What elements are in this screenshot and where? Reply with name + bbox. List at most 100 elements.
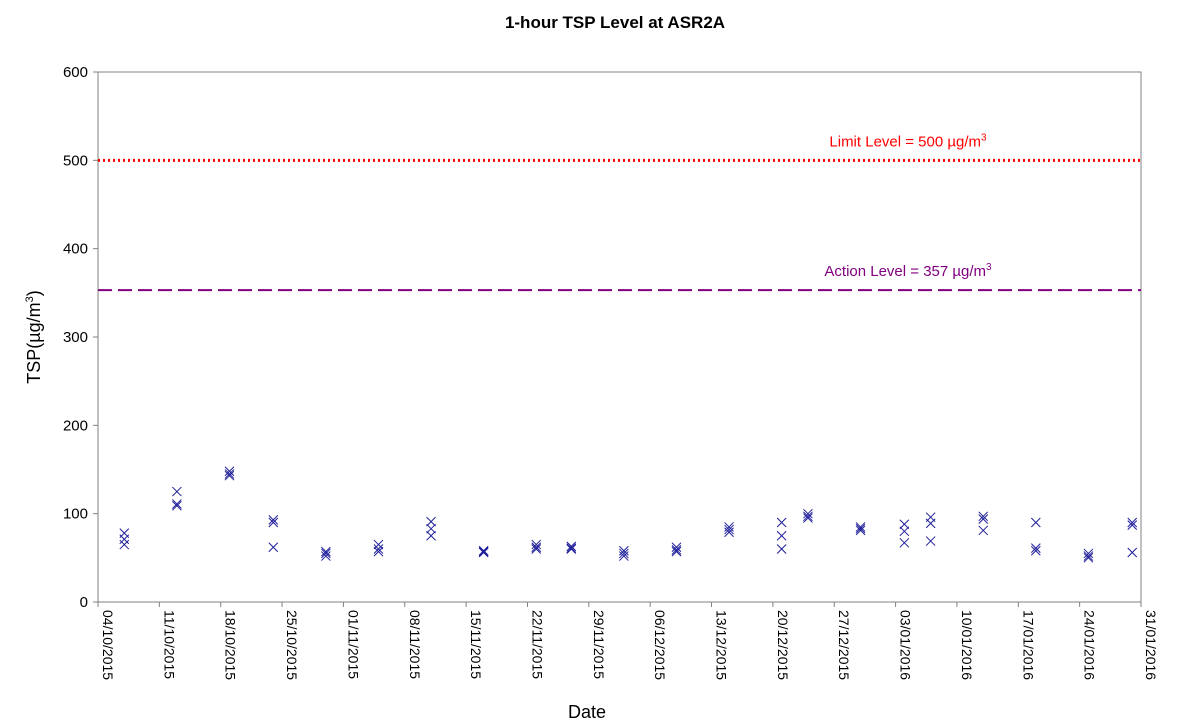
data-point	[119, 534, 130, 545]
data-point	[978, 525, 989, 536]
y-tick-label: 400	[63, 241, 88, 258]
data-point	[478, 546, 489, 557]
x-tick-label: 06/12/2015	[652, 610, 668, 680]
data-point	[172, 486, 182, 497]
data-point	[1030, 517, 1041, 528]
data-point	[268, 514, 279, 525]
data-point	[776, 530, 787, 541]
data-point	[724, 524, 734, 535]
data-point	[803, 508, 813, 519]
ref-label-superscript: 3	[986, 262, 992, 273]
x-tick-label: 13/12/2015	[714, 610, 730, 680]
data-point	[776, 544, 787, 554]
y-axis: 0 100 200 300 400 500 600	[63, 64, 98, 611]
data-point	[671, 546, 682, 557]
data-point	[531, 542, 542, 553]
data-point	[321, 546, 331, 557]
data-point	[1127, 517, 1138, 528]
y-axis-label-close: )	[24, 290, 44, 296]
data-point	[899, 526, 910, 537]
x-tick-label: 08/11/2015	[407, 610, 423, 679]
data-point	[566, 543, 577, 553]
data-point	[172, 499, 182, 509]
x-tick-label: 03/01/2016	[898, 610, 914, 680]
data-point	[478, 547, 489, 558]
data-point	[803, 513, 813, 523]
limit-level-label: Limit Level = 500 µg/m3	[829, 132, 987, 150]
data-point	[426, 523, 436, 534]
plot-area	[97, 71, 1142, 603]
data-point	[671, 545, 682, 555]
data-point	[978, 511, 989, 522]
x-tick-label: 24/01/2016	[1082, 610, 1098, 680]
data-point	[855, 525, 866, 536]
data-point	[619, 551, 629, 561]
ref-label-superscript: 3	[981, 132, 987, 143]
x-tick-label: 27/12/2015	[836, 610, 852, 680]
data-point	[855, 522, 866, 532]
data-point	[899, 519, 910, 530]
data-point	[531, 539, 542, 550]
chart-title: 1-hour TSP Level at ASR2A	[505, 13, 725, 32]
y-tick-label: 200	[63, 417, 88, 434]
y-axis-label-main: TSP(µg/m	[24, 302, 44, 383]
y-axis-label: TSP(µg/m3)	[24, 290, 44, 384]
x-tick-label: 22/11/2015	[529, 610, 545, 679]
y-axis-label-superscript: 3	[24, 296, 36, 302]
x-tick-label: 11/10/2015	[161, 610, 177, 679]
data-point	[373, 544, 384, 554]
data-point	[776, 517, 787, 528]
x-tick-label: 18/10/2015	[223, 610, 239, 680]
y-tick-label: 300	[63, 329, 88, 346]
data-point	[268, 517, 279, 528]
ref-label-main: Action Level = 357 µg/m	[824, 263, 986, 280]
data-point	[925, 536, 936, 546]
x-axis: 04/10/2015 11/10/2015 18/10/2015 25/10/2015…	[97, 602, 1159, 680]
y-tick-label: 0	[80, 594, 88, 611]
x-axis-label: Date	[568, 702, 606, 722]
data-point	[224, 466, 235, 477]
data-point	[1083, 552, 1094, 563]
y-tick-label: 500	[63, 152, 88, 169]
y-tick-label: 600	[63, 64, 88, 81]
data-point	[1083, 551, 1094, 561]
x-tick-label: 25/10/2015	[284, 610, 300, 680]
data-point	[1030, 545, 1041, 556]
x-tick-label: 10/01/2016	[959, 610, 975, 680]
ref-label-main: Limit Level = 500 µg/m	[829, 133, 981, 150]
x-tick-label: 15/11/2015	[468, 610, 484, 679]
data-point	[1083, 548, 1094, 559]
x-tick-label: 01/11/2015	[345, 610, 361, 679]
data-points	[119, 466, 1138, 563]
data-point	[899, 537, 910, 548]
data-point	[321, 551, 331, 561]
data-point	[172, 500, 182, 511]
data-point	[224, 469, 235, 479]
data-point	[978, 514, 989, 524]
x-tick-label: 31/01/2016	[1143, 610, 1159, 680]
data-point	[619, 548, 629, 559]
data-point	[373, 539, 384, 550]
data-point	[803, 511, 813, 522]
data-point	[119, 539, 130, 550]
data-point	[321, 548, 331, 559]
data-point	[268, 542, 279, 553]
data-point	[1127, 520, 1138, 531]
data-point	[478, 545, 489, 556]
data-point	[1030, 543, 1041, 553]
data-point	[426, 516, 436, 527]
data-point	[373, 546, 384, 557]
data-point	[224, 470, 235, 481]
data-point	[925, 518, 936, 529]
data-point	[671, 542, 682, 553]
x-tick-label: 04/10/2015	[100, 610, 116, 680]
data-point	[724, 527, 734, 538]
x-tick-label: 20/12/2015	[775, 610, 791, 680]
x-tick-label: 17/01/2016	[1020, 610, 1036, 680]
data-point	[855, 523, 866, 534]
y-tick-label: 100	[63, 506, 88, 523]
data-point	[426, 530, 436, 541]
